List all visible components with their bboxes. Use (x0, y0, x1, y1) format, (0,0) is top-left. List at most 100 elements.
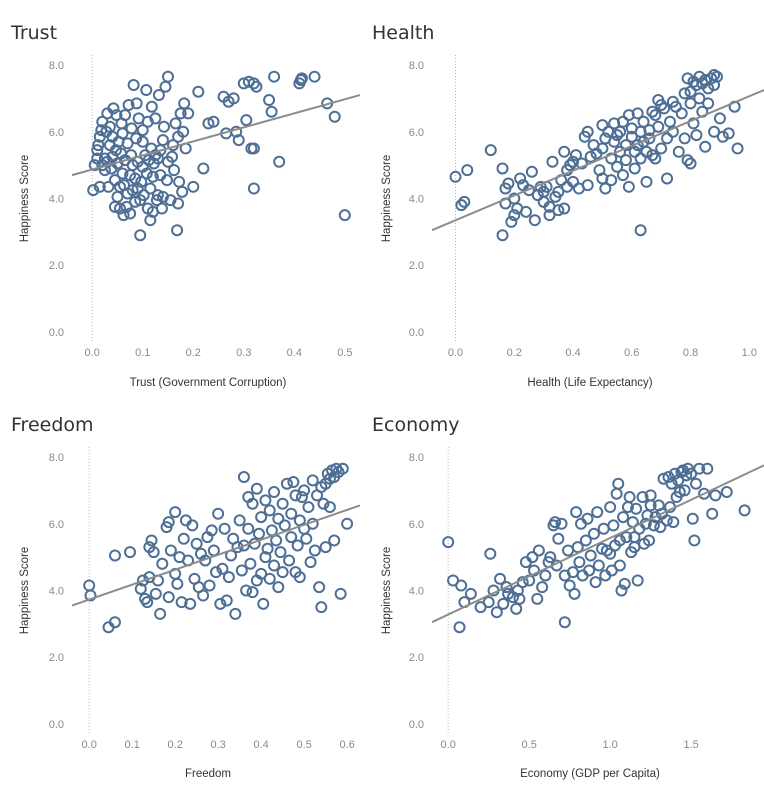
data-point[interactable] (500, 581, 513, 594)
data-point[interactable] (274, 546, 287, 559)
data-point[interactable] (520, 205, 533, 218)
data-point[interactable] (192, 85, 205, 98)
data-point[interactable] (102, 180, 115, 193)
data-point[interactable] (510, 602, 523, 615)
data-point[interactable] (607, 519, 620, 532)
data-point[interactable] (528, 214, 541, 227)
data-point[interactable] (124, 546, 137, 559)
data-point[interactable] (295, 72, 308, 85)
data-point[interactable] (684, 97, 697, 110)
data-point[interactable] (261, 542, 274, 555)
data-point[interactable] (713, 112, 726, 125)
data-point[interactable] (306, 474, 319, 487)
data-point[interactable] (583, 564, 596, 577)
data-point[interactable] (698, 487, 711, 500)
data-point[interactable] (216, 562, 229, 575)
data-point[interactable] (612, 477, 625, 490)
data-point[interactable] (268, 486, 281, 499)
data-point[interactable] (108, 549, 121, 562)
data-point[interactable] (584, 549, 597, 562)
data-point[interactable] (278, 519, 291, 532)
data-point[interactable] (145, 100, 158, 113)
data-point[interactable] (259, 551, 272, 564)
data-point[interactable] (190, 537, 203, 550)
data-point[interactable] (701, 462, 714, 475)
data-point[interactable] (111, 190, 124, 203)
data-point[interactable] (570, 506, 583, 519)
data-point[interactable] (693, 462, 706, 475)
data-point[interactable] (552, 185, 565, 198)
data-point[interactable] (667, 516, 680, 529)
data-point[interactable] (308, 544, 321, 557)
data-point[interactable] (693, 70, 706, 83)
data-point[interactable] (617, 511, 630, 524)
data-point[interactable] (552, 204, 565, 217)
data-point[interactable] (237, 471, 250, 484)
data-point[interactable] (298, 484, 311, 497)
data-point[interactable] (232, 134, 245, 147)
data-point[interactable] (338, 209, 351, 222)
data-point[interactable] (453, 621, 466, 634)
data-point[interactable] (589, 576, 602, 589)
data-point[interactable] (616, 115, 629, 128)
data-point[interactable] (197, 162, 210, 175)
data-point[interactable] (615, 584, 628, 597)
data-point[interactable] (681, 72, 694, 85)
data-point[interactable] (272, 512, 285, 525)
data-point[interactable] (644, 489, 657, 502)
data-point[interactable] (640, 175, 653, 188)
data-point[interactable] (569, 149, 582, 162)
data-point[interactable] (482, 596, 495, 609)
data-point[interactable] (127, 79, 140, 92)
data-point[interactable] (496, 229, 509, 242)
data-point[interactable] (531, 592, 544, 605)
data-point[interactable] (708, 69, 721, 82)
data-point[interactable] (613, 559, 626, 572)
data-point[interactable] (317, 497, 330, 510)
data-point[interactable] (131, 182, 144, 195)
data-point[interactable] (455, 579, 468, 592)
data-point[interactable] (302, 501, 315, 514)
data-point[interactable] (141, 596, 154, 609)
data-point[interactable] (229, 607, 242, 620)
data-point[interactable] (149, 112, 162, 125)
data-point[interactable] (646, 105, 659, 118)
data-point[interactable] (135, 175, 148, 188)
data-point[interactable] (126, 184, 139, 197)
data-point[interactable] (643, 132, 656, 145)
data-point[interactable] (171, 224, 184, 237)
data-point[interactable] (599, 182, 612, 195)
data-point[interactable] (618, 577, 631, 590)
data-point[interactable] (304, 556, 317, 569)
data-point[interactable] (631, 574, 644, 587)
data-point[interactable] (616, 169, 629, 182)
data-point[interactable] (235, 564, 248, 577)
data-point[interactable] (250, 80, 263, 93)
data-point[interactable] (313, 581, 326, 594)
data-point[interactable] (147, 546, 160, 559)
data-point[interactable] (176, 185, 189, 198)
data-point[interactable] (130, 132, 143, 145)
data-point[interactable] (587, 527, 600, 540)
data-point[interactable] (687, 117, 700, 130)
data-point[interactable] (319, 541, 332, 554)
data-point[interactable] (514, 172, 527, 185)
data-point[interactable] (637, 115, 650, 128)
data-point[interactable] (108, 616, 121, 629)
data-point[interactable] (543, 209, 556, 222)
data-point[interactable] (672, 145, 685, 158)
data-point[interactable] (121, 137, 134, 150)
data-point[interactable] (505, 215, 518, 228)
data-point[interactable] (592, 559, 605, 572)
data-point[interactable] (134, 229, 147, 242)
data-point[interactable] (88, 159, 101, 172)
data-point[interactable] (259, 494, 272, 507)
data-point[interactable] (536, 581, 549, 594)
data-point[interactable] (484, 144, 497, 157)
data-point[interactable] (490, 606, 503, 619)
data-point[interactable] (276, 497, 289, 510)
data-point[interactable] (169, 117, 182, 130)
data-point[interactable] (661, 172, 674, 185)
data-point[interactable] (140, 84, 153, 97)
data-point[interactable] (246, 586, 259, 599)
